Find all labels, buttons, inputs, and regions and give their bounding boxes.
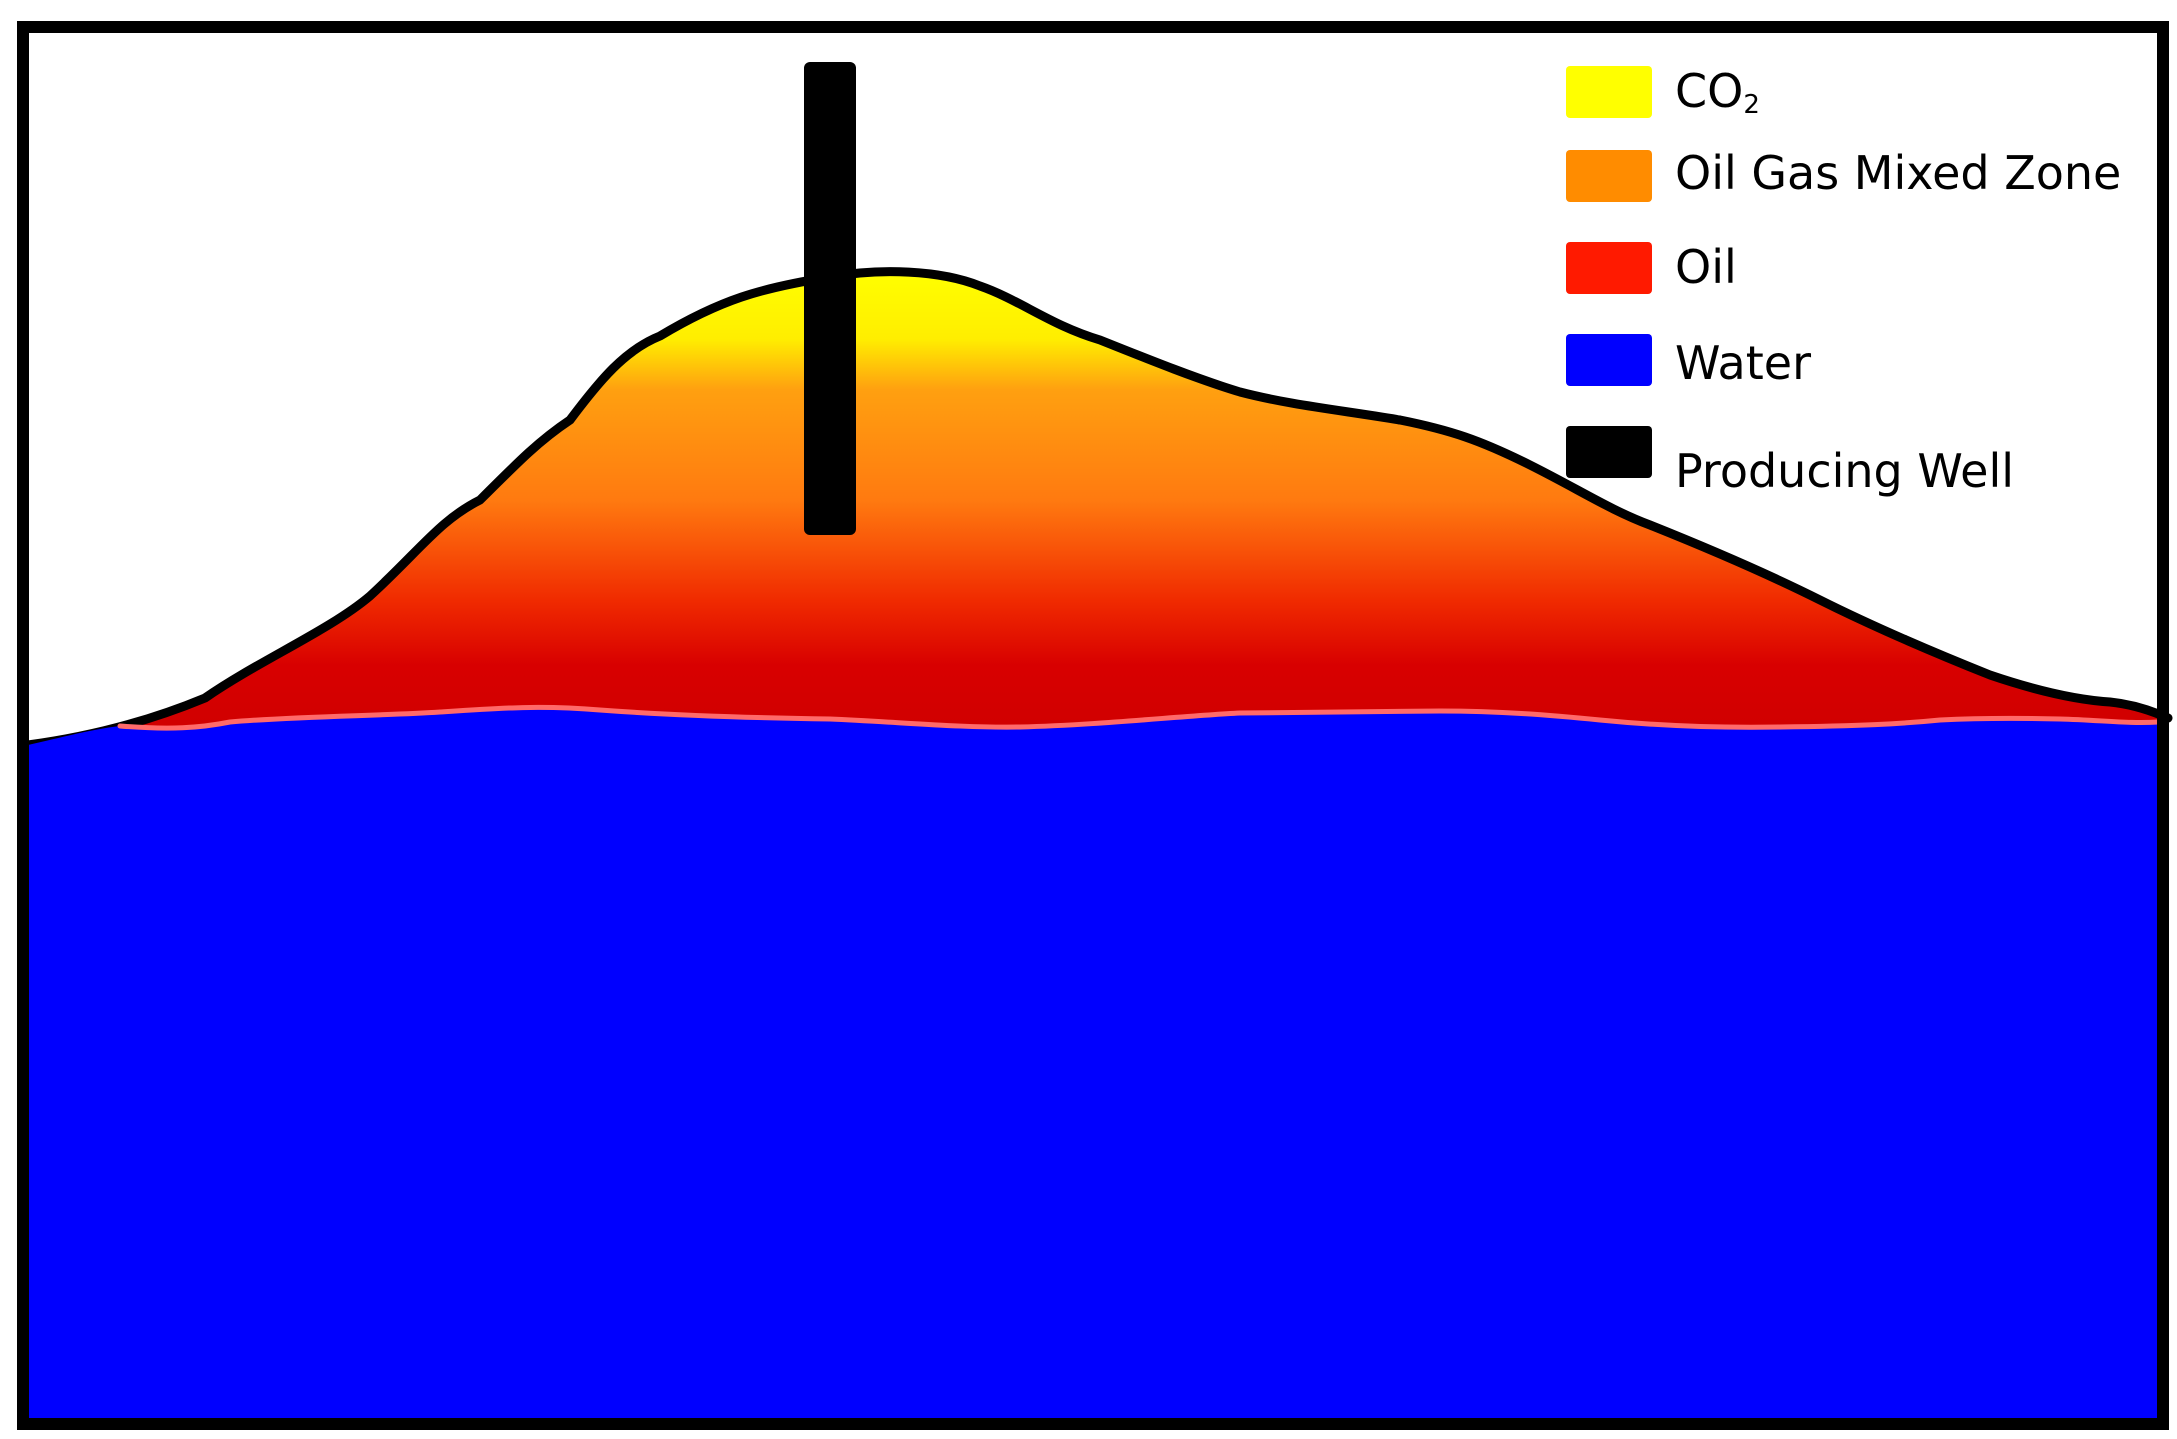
co2-label-main: CO: [1675, 64, 1744, 118]
dome-outline: [23, 267, 2173, 750]
co2-label-subscript: 2: [1743, 90, 1760, 120]
oil-dome: [28, 271, 2160, 760]
legend-item-co2: CO2: [1560, 62, 2160, 142]
legend-item-oil: Oil: [1560, 238, 2160, 318]
legend-item-water: Water: [1560, 330, 2160, 410]
oil-swatch: [1566, 242, 1652, 294]
legend: CO2 Oil Gas Mixed Zone Oil Water Produci…: [1560, 40, 2160, 494]
legend-label-mixed-zone: Oil Gas Mixed Zone: [1675, 146, 2122, 200]
legend-item-mixed-zone: Oil Gas Mixed Zone: [1560, 146, 2160, 226]
legend-label-oil: Oil: [1675, 240, 1737, 294]
water-body: [28, 707, 2160, 1422]
legend-label-water: Water: [1675, 336, 1811, 390]
legend-item-producing-well: Producing Well: [1560, 420, 2160, 500]
mixed-zone-swatch: [1566, 150, 1652, 202]
co2-swatch: [1566, 66, 1652, 118]
water-swatch: [1566, 334, 1652, 386]
frame-border: [17, 21, 2169, 1430]
oil-water-interface: [117, 704, 2161, 731]
producing-well-swatch: [1566, 426, 1652, 478]
legend-label-producing-well: Producing Well: [1675, 444, 2015, 498]
producing-well: [804, 62, 856, 535]
legend-label-co2: CO2: [1675, 68, 1760, 118]
